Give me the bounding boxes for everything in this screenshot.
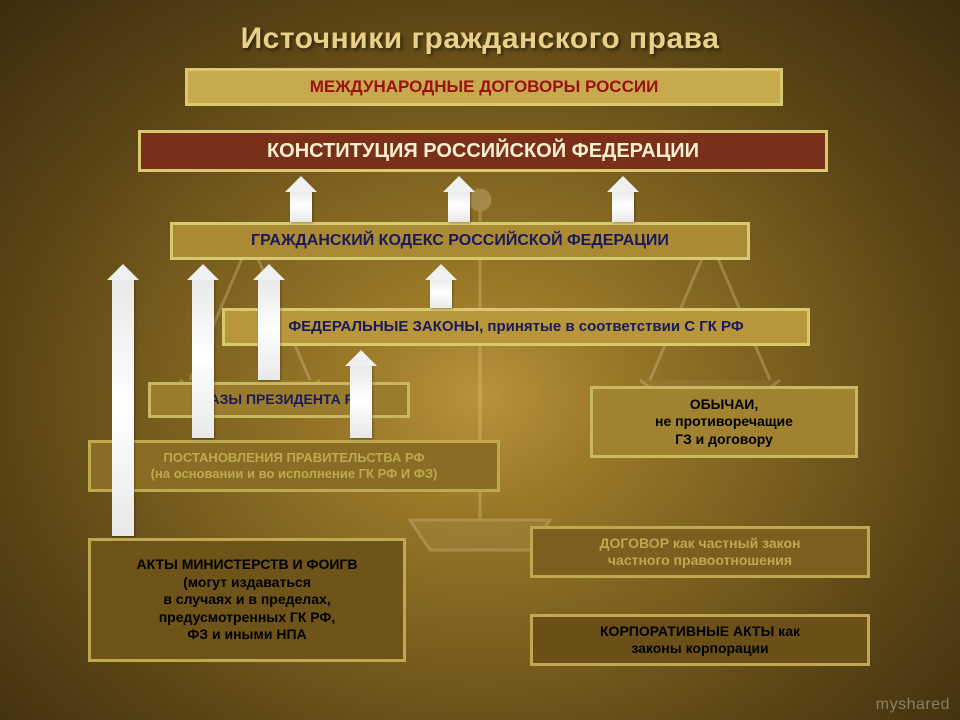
arrow-3 <box>192 278 214 438</box>
box-obychai: ОБЫЧАИ, не противоречащие ГЗ и договору <box>590 386 858 458</box>
arrow-7 <box>350 364 372 438</box>
arrow-1 <box>448 190 470 222</box>
arrow-6 <box>112 278 134 536</box>
arrow-4 <box>258 278 280 380</box>
arrow-2 <box>612 190 634 222</box>
box-fz: ФЕДЕРАЛЬНЫЕ ЗАКОНЫ, принятые в соответст… <box>222 308 810 346</box>
box-akty_min: АКТЫ МИНИСТЕРСТВ И ФОИГВ (могут издавать… <box>88 538 406 662</box>
box-korp: КОРПОРАТИВНЫЕ АКТЫ как законы корпорации <box>530 614 870 666</box>
box-constitution: КОНСТИТУЦИЯ РОССИЙСКОЙ ФЕДЕРАЦИИ <box>138 130 828 172</box>
watermark: myshared <box>876 696 950 714</box>
box-dogovor: ДОГОВОР как частный закон частного право… <box>530 526 870 578</box>
arrow-0 <box>290 190 312 222</box>
box-gk: ГРАЖДАНСКИЙ КОДЕКС РОССИЙСКОЙ ФЕДЕРАЦИИ <box>170 222 750 260</box>
box-intl: МЕЖДУНАРОДНЫЕ ДОГОВОРЫ РОССИИ <box>185 68 783 106</box>
box-postanov: ПОСТАНОВЛЕНИЯ ПРАВИТЕЛЬСТВА РФ (на основ… <box>88 440 500 492</box>
arrow-5 <box>430 278 452 308</box>
page-title: Источники гражданского права <box>0 0 960 64</box>
